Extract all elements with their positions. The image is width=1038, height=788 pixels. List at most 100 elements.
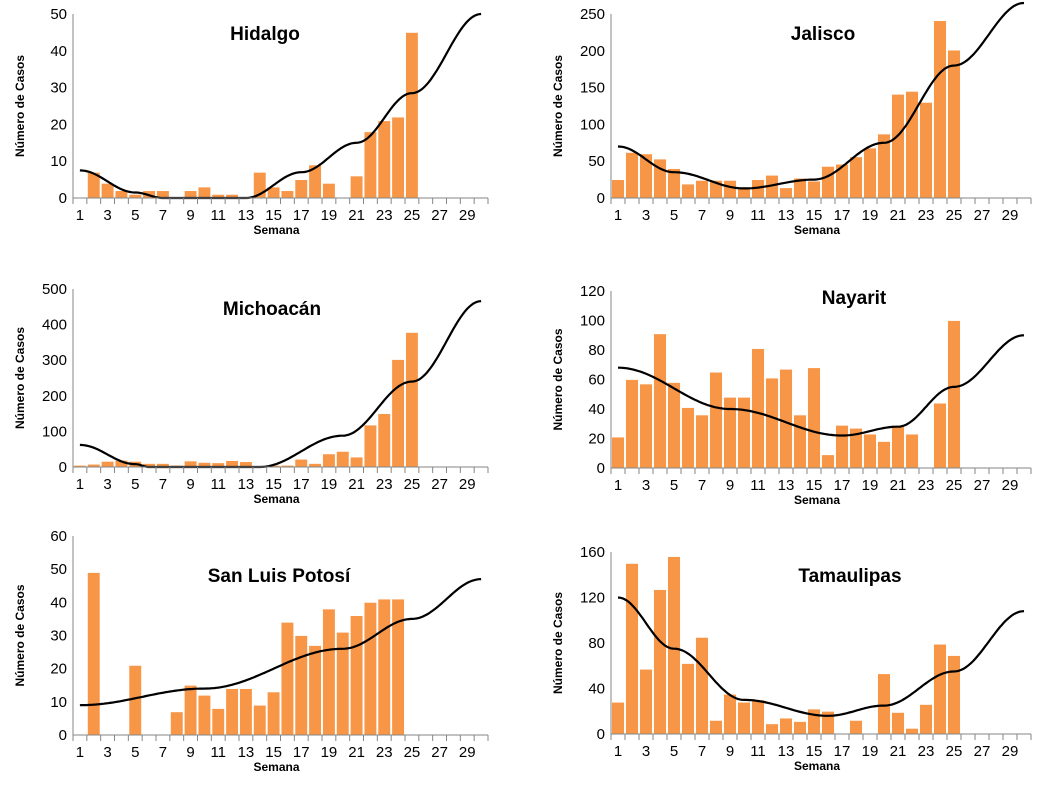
bar-week-22 bbox=[363, 424, 378, 468]
x-tick-label: 25 bbox=[946, 477, 963, 494]
x-tick-label: 19 bbox=[862, 743, 879, 760]
bar-week-21 bbox=[891, 93, 905, 199]
bar-week-24 bbox=[933, 20, 947, 199]
y-tick-label: 60 bbox=[50, 528, 67, 545]
x-tick-label: 17 bbox=[834, 207, 851, 224]
y-tick-label: 40 bbox=[588, 401, 605, 418]
bar-week-8 bbox=[709, 371, 723, 469]
chart-title-michoacan: Michoacán bbox=[223, 299, 321, 320]
bar-week-12 bbox=[765, 377, 779, 469]
x-tick-label: 23 bbox=[376, 744, 393, 761]
bar-week-15 bbox=[807, 708, 821, 735]
bar-week-18 bbox=[308, 645, 322, 736]
y-tick-label: 0 bbox=[59, 459, 67, 476]
bar-week-15 bbox=[807, 180, 821, 199]
bar-week-19 bbox=[322, 182, 336, 199]
chart-title-san-luis-potosi: San Luis Potosí bbox=[208, 566, 351, 587]
bar-week-11 bbox=[751, 699, 765, 735]
y-tick-label: 200 bbox=[580, 43, 605, 60]
y-tick-label: 40 bbox=[50, 594, 67, 611]
bar-week-24 bbox=[933, 402, 947, 469]
bar-week-23 bbox=[377, 598, 392, 736]
bar-week-23 bbox=[377, 120, 392, 199]
bar-week-9 bbox=[183, 190, 198, 199]
y-tick-label: 20 bbox=[50, 661, 67, 678]
x-tick-label: 23 bbox=[918, 207, 935, 224]
x-tick-label: 29 bbox=[1002, 207, 1019, 224]
x-tick-label: 19 bbox=[321, 207, 338, 224]
x-tick-label: 17 bbox=[293, 744, 310, 761]
bar-week-22 bbox=[363, 131, 378, 199]
x-tick-label: 3 bbox=[642, 207, 650, 224]
x-tick-label: 9 bbox=[726, 477, 734, 494]
x-tick-label: 1 bbox=[76, 476, 84, 493]
y-tick-label: 40 bbox=[50, 43, 67, 60]
bar-week-7 bbox=[695, 414, 709, 469]
x-tick-label: 25 bbox=[946, 207, 963, 224]
x-tick-label: 19 bbox=[862, 207, 879, 224]
trendline bbox=[618, 334, 1025, 437]
bar-week-6 bbox=[681, 407, 695, 469]
bar-week-2 bbox=[625, 379, 639, 469]
bar-week-21 bbox=[349, 456, 364, 468]
bar-week-4 bbox=[653, 589, 667, 735]
y-tick-label: 20 bbox=[50, 116, 67, 133]
x-tick-label: 13 bbox=[778, 743, 795, 760]
x-tick-label: 7 bbox=[159, 744, 167, 761]
x-tick-label: 3 bbox=[642, 477, 650, 494]
bar-week-19 bbox=[322, 608, 336, 736]
bar-week-1 bbox=[611, 179, 625, 199]
y-axis-title: Número de Casos bbox=[13, 584, 27, 686]
bar-week-18 bbox=[849, 719, 863, 735]
bar-week-7 bbox=[695, 636, 709, 735]
bar-week-16 bbox=[280, 621, 295, 736]
bar-week-10 bbox=[737, 396, 751, 469]
x-tick-label: 11 bbox=[210, 476, 226, 493]
bar-week-23 bbox=[919, 704, 933, 735]
x-tick-label: 7 bbox=[698, 207, 706, 224]
chart-title-tamaulipas: Tamaulipas bbox=[798, 566, 901, 587]
x-tick-label: 1 bbox=[614, 743, 622, 760]
y-tick-label: 0 bbox=[59, 727, 67, 744]
bar-week-21 bbox=[891, 711, 905, 735]
bar-week-14 bbox=[793, 721, 807, 735]
x-tick-label: 3 bbox=[103, 744, 111, 761]
x-tick-label: 21 bbox=[890, 743, 907, 760]
y-tick-label: 0 bbox=[597, 190, 605, 207]
y-tick-label: 80 bbox=[588, 342, 605, 359]
bar-week-15 bbox=[807, 367, 821, 469]
x-tick-label: 9 bbox=[186, 744, 194, 761]
x-tick-label: 5 bbox=[131, 207, 139, 224]
bar-week-5 bbox=[128, 193, 143, 199]
x-tick-label: 7 bbox=[698, 477, 706, 494]
bar-week-15 bbox=[266, 691, 281, 736]
x-axis-title: Semana bbox=[253, 223, 299, 237]
x-axis-title: Semana bbox=[794, 223, 840, 237]
x-tick-label: 29 bbox=[1002, 743, 1019, 760]
x-tick-label: 27 bbox=[431, 476, 448, 493]
bar-week-7 bbox=[695, 179, 709, 199]
bar-week-11 bbox=[751, 348, 765, 469]
x-tick-label: 23 bbox=[918, 743, 935, 760]
x-tick-label: 25 bbox=[404, 207, 421, 224]
x-tick-label: 1 bbox=[614, 207, 622, 224]
bar-week-16 bbox=[280, 190, 295, 199]
y-tick-label: 30 bbox=[50, 628, 67, 645]
x-tick-label: 5 bbox=[670, 477, 678, 494]
bar-week-24 bbox=[933, 643, 947, 735]
x-tick-label: 15 bbox=[806, 207, 823, 224]
x-tick-label: 19 bbox=[321, 476, 338, 493]
y-axis-title: Número de Casos bbox=[13, 327, 27, 429]
bar-week-13 bbox=[779, 187, 793, 199]
y-tick-label: 0 bbox=[597, 726, 605, 743]
x-tick-label: 1 bbox=[76, 207, 84, 224]
y-tick-label: 50 bbox=[588, 153, 605, 170]
y-tick-label: 0 bbox=[597, 460, 605, 477]
bar-week-4 bbox=[653, 333, 667, 469]
x-tick-label: 5 bbox=[670, 743, 678, 760]
bar-week-18 bbox=[308, 463, 322, 468]
trendline bbox=[79, 578, 482, 707]
bar-week-11 bbox=[211, 708, 226, 736]
